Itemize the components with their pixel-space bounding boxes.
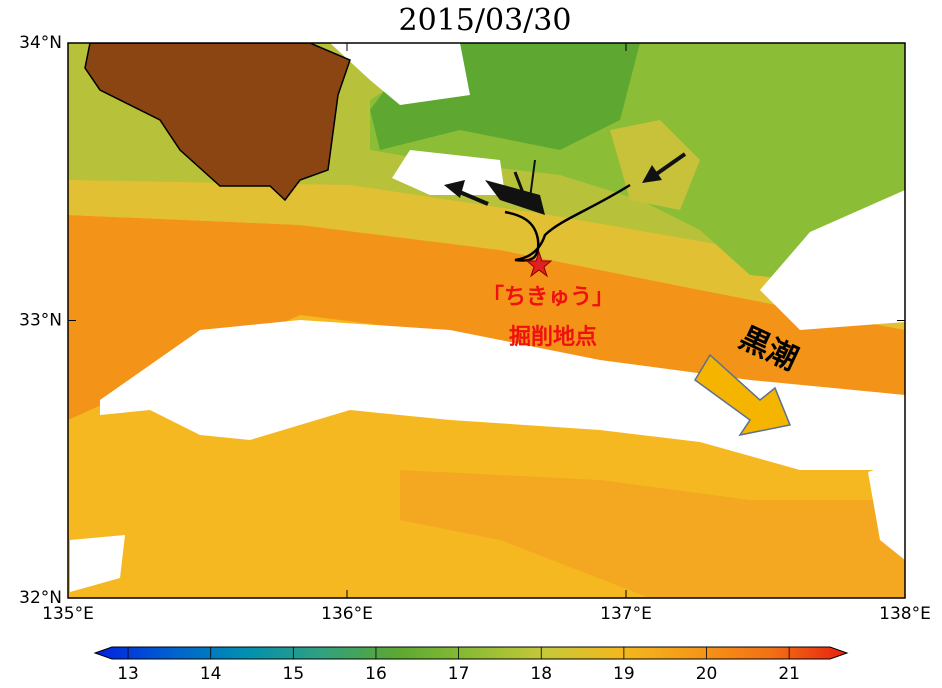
x-tick-label: 136°E xyxy=(321,604,373,624)
x-tick-label: 135°E xyxy=(42,604,94,624)
colorbar-tick-label: 13 xyxy=(117,664,139,684)
colorbar-tick-label: 17 xyxy=(448,664,470,684)
sst-field xyxy=(68,43,905,598)
x-tick-label: 137°E xyxy=(600,604,652,624)
colorbar-tick-label: 16 xyxy=(365,664,387,684)
site-label: 「ちきゅう」 xyxy=(482,285,614,310)
y-tick-label: 32°N xyxy=(19,588,62,608)
colorbar-tick-label: 20 xyxy=(696,664,718,684)
colorbar-tick-label: 21 xyxy=(778,664,800,684)
colorbar-tick-label: 15 xyxy=(283,664,305,684)
x-tick-label: 138°E xyxy=(879,604,931,624)
site-label: 掘削地点 xyxy=(509,324,597,350)
y-tick-label: 34°N xyxy=(19,33,62,53)
colorbar-tick-label: 18 xyxy=(530,664,552,684)
colorbar-tick-label: 14 xyxy=(200,664,222,684)
y-tick-label: 33°N xyxy=(19,311,62,331)
map-title: 2015/03/30 xyxy=(399,3,572,38)
colorbar-tick-label: 19 xyxy=(613,664,635,684)
colorbar xyxy=(93,646,849,660)
